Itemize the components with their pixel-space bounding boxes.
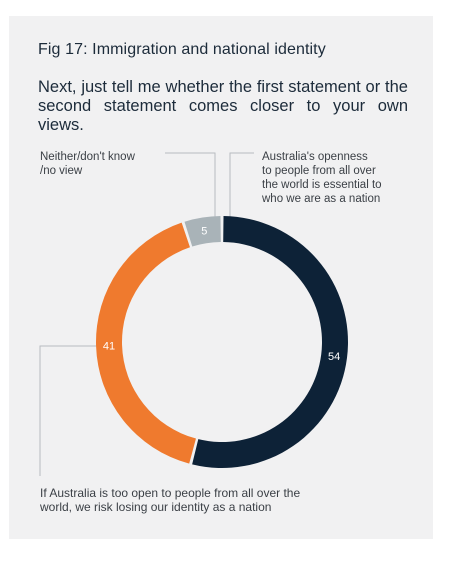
- slice-too-open: [96, 222, 196, 464]
- slice-openness: [192, 216, 349, 469]
- label-too-open-line-2: world, we risk losing our identity as a …: [40, 500, 272, 514]
- slice-neither-value: 5: [201, 225, 207, 237]
- label-openness-line-2: to people from all over: [262, 165, 376, 177]
- label-openness-line-1: Australia's openness: [262, 151, 368, 163]
- chart-title: Fig 17: Immigration and national identit…: [38, 41, 326, 58]
- donut-slices: [96, 216, 349, 469]
- leader-line-too-open: [39, 345, 96, 476]
- chart-subtitle: Next, just tell me whether the first sta…: [38, 78, 408, 134]
- label-openness-line-4: who we are as a nation: [262, 193, 381, 205]
- leader-line-openness: [229, 152, 254, 219]
- label-too-open: If Australia is too open to people from …: [40, 486, 300, 514]
- label-openness-line-3: the world is essential to: [262, 179, 382, 191]
- slice-openness-value: 54: [328, 351, 340, 363]
- label-neither-line-2: /no view: [40, 165, 83, 177]
- leader-line-neither: [165, 152, 216, 232]
- slice-value-labels: 54 41 5: [103, 225, 340, 363]
- label-neither: Neither/don't know /no view: [40, 150, 135, 178]
- label-openness: Australia's openness to people from all …: [262, 150, 382, 206]
- label-neither-line-1: Neither/don't know: [40, 151, 135, 163]
- leader-lines: [39, 152, 254, 476]
- slice-too-open-value: 41: [103, 341, 115, 353]
- label-too-open-line-1: If Australia is too open to people from …: [40, 486, 301, 500]
- slice-neither: [184, 216, 221, 247]
